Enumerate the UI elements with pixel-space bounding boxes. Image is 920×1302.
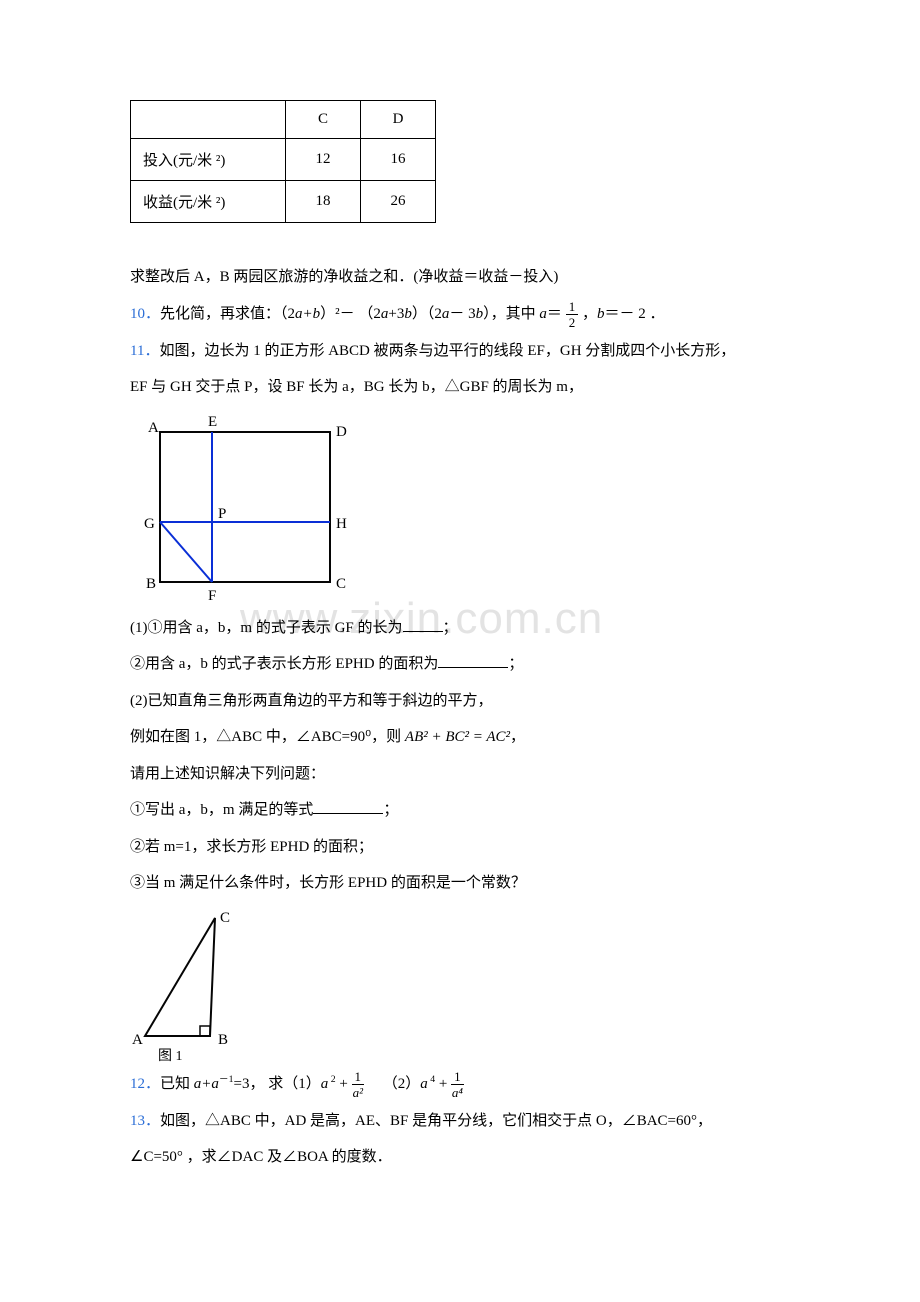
q12-text: （2）: [383, 1076, 421, 1092]
fig1-label-G: G: [144, 516, 155, 532]
fraction-den: a⁴: [451, 1085, 464, 1099]
blank-fill: [403, 616, 443, 632]
figure-square-abcd: A E D G P H B F C: [130, 410, 790, 610]
q11-number: 11．: [130, 343, 159, 359]
net-profit-line: 求整改后 A，B 两园区旅游的净收益之和．(净收益＝收益－投入): [130, 263, 790, 292]
fig1-label-D: D: [336, 424, 347, 440]
question-13-line1: 13．如图，△ABC 中，AD 是高，AE、BF 是角平分线，它们相交于点 O，…: [130, 1107, 790, 1136]
q11-part1a: (1)①用含 a，b，m 的式子表示 GF 的长为 ；: [130, 614, 790, 643]
q11-text: 例如在图 1，△ABC 中，∠ABC=90⁰，则: [130, 729, 405, 745]
table-row: 收益(元/米 ²) 18 26: [131, 181, 436, 223]
fig2-caption: 图 1: [158, 1049, 183, 1064]
q11-part2b: 例如在图 1，△ABC 中，∠ABC=90⁰，则 AB² + BC² = AC²…: [130, 723, 790, 752]
table-row: C D: [131, 101, 436, 139]
fig2-label-A: A: [132, 1032, 143, 1048]
fig2-label-B: B: [218, 1032, 228, 1048]
table-cell: 26: [361, 181, 436, 223]
fraction-num: 1: [451, 1070, 464, 1085]
q11-text: ；: [443, 620, 458, 636]
table-cell: 16: [361, 139, 436, 181]
q12-text: =3， 求（1）: [234, 1076, 321, 1092]
fig2-label-C: C: [220, 910, 230, 926]
fig1-label-H: H: [336, 516, 347, 532]
q11-text: ；: [508, 656, 523, 672]
fig1-label-F: F: [208, 588, 216, 604]
q11-text: ，: [510, 729, 525, 745]
q10-text: ）（2: [412, 306, 442, 322]
q11-text: (1)①用含 a，b，m 的式子表示 GF 的长为: [130, 620, 403, 636]
q11-text: ；: [383, 802, 398, 818]
fraction-num: 1: [352, 1070, 365, 1085]
q11-part2a: (2)已知直角三角形两直角边的平方和等于斜边的平方，: [130, 687, 790, 716]
q11-text: ②用含 a，b 的式子表示长方形 EPHD 的面积为: [130, 656, 438, 672]
question-11-line1: 11．如图，边长为 1 的正方形 ABCD 被两条与边平行的线段 EF，GH 分…: [130, 337, 790, 366]
question-11-line2: EF 与 GH 交于点 P，设 BF 长为 a，BG 长为 b，△GBF 的周长…: [130, 373, 790, 402]
q11-text: 如图，边长为 1 的正方形 ABCD 被两条与边平行的线段 EF，GH 分割成四…: [159, 343, 735, 359]
question-12: 12．已知 a+a－1=3， 求（1）a 2 + 1a² （2）a 4 + 1a…: [130, 1070, 790, 1099]
table-cell: [131, 101, 286, 139]
q11-part1b: ②用含 a，b 的式子表示长方形 EPHD 的面积为 ；: [130, 650, 790, 679]
q10-text: ＝－ 2 ．: [604, 306, 664, 322]
question-13-line2: ∠C=50° ，求∠DAC 及∠BOA 的度数．: [130, 1143, 790, 1172]
q10-text: ），其中: [483, 306, 539, 322]
q13-text: 如图，△ABC 中，AD 是高，AE、BF 是角平分线，它们相交于点 O，∠BA…: [160, 1113, 712, 1129]
table-cell: 收益(元/米 ²): [131, 181, 286, 223]
table-row: 投入(元/米 ²) 12 16: [131, 139, 436, 181]
fig1-label-E: E: [208, 414, 217, 430]
q12-text: 已知: [160, 1076, 194, 1092]
q11-equation: AB² + BC² = AC²: [405, 729, 510, 745]
q10-text: ，: [582, 306, 597, 322]
fig1-label-B: B: [146, 576, 156, 592]
table-cell: 投入(元/米 ²): [131, 139, 286, 181]
blank-fill: [313, 798, 383, 814]
q12-number: 12．: [130, 1076, 160, 1092]
blank-fill: [438, 652, 508, 668]
q10-number: 10．: [130, 306, 160, 322]
q11-part2d: ①写出 a，b，m 满足的等式 ；: [130, 796, 790, 825]
fig1-label-C: C: [336, 576, 346, 592]
fig1-label-P: P: [218, 506, 226, 522]
q10-text: 先化简，再求值：（2: [160, 306, 295, 322]
q11-part2e: ②若 m=1，求长方形 EPHD 的面积；: [130, 833, 790, 862]
q10-text: － 3: [449, 306, 475, 322]
table-cell: C: [286, 101, 361, 139]
fraction-den: 2: [566, 315, 579, 329]
question-10: 10．先化简，再求值：（2a+b）²－ （2a+3b）（2a－ 3b），其中 a…: [130, 300, 790, 329]
figure-right-triangle: A B C 图 1: [130, 906, 790, 1066]
q11-part2c: 请用上述知识解决下列问题：: [130, 760, 790, 789]
fig1-label-A: A: [148, 420, 159, 436]
q13-number: 13．: [130, 1113, 160, 1129]
q11-text: ①写出 a，b，m 满足的等式: [130, 802, 313, 818]
fraction-den: a²: [352, 1085, 365, 1099]
table-cell: 18: [286, 181, 361, 223]
q10-text: ＝: [547, 306, 562, 322]
cost-revenue-table: C D 投入(元/米 ²) 12 16 收益(元/米 ²) 18 26: [130, 100, 436, 223]
table-cell: 12: [286, 139, 361, 181]
q11-part2f: ③当 m 满足什么条件时，长方形 EPHD 的面积是一个常数？: [130, 869, 790, 898]
fraction-num: 1: [566, 300, 579, 315]
q10-text: ）²－ （2: [320, 306, 381, 322]
table-cell: D: [361, 101, 436, 139]
q10-text: +3: [388, 306, 404, 322]
